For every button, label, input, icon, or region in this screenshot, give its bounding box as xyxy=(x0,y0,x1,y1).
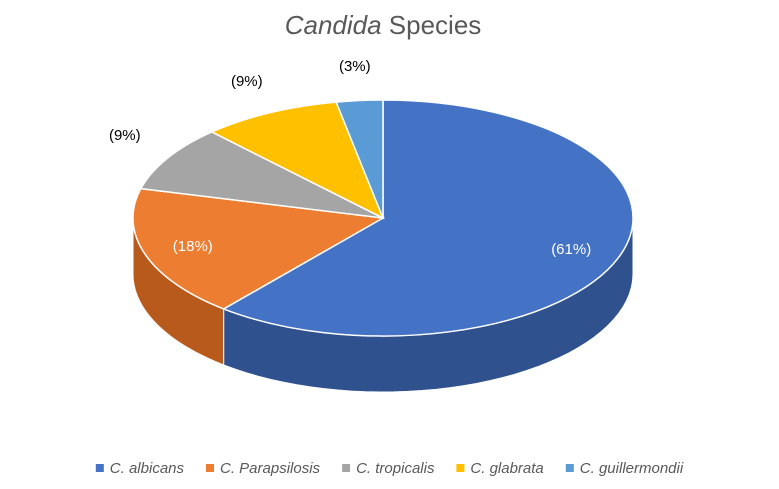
data-labels: (61%) (18%) (9%) (9%) (3%) xyxy=(109,58,591,258)
slice-c-tropicalis xyxy=(139,131,384,219)
legend-label: C. tropicalis xyxy=(356,460,435,477)
legend-item-c-tropicalis: C. tropicalis xyxy=(342,460,435,477)
data-label-c-tropicalis: (9%) xyxy=(109,127,141,144)
data-label-c-glabrata: (9%) xyxy=(231,73,263,90)
data-label-c-albicans: (61%) xyxy=(551,241,591,258)
legend-item-c-parapsilosis: C. Parapsilosis xyxy=(206,460,321,477)
legend-swatch xyxy=(95,464,104,472)
chart-title: Candida Species xyxy=(285,10,482,40)
legend-label: C. Parapsilosis xyxy=(220,460,321,477)
legend-item-c-guillermondii: C. guillermondii xyxy=(565,460,684,477)
legend-swatch xyxy=(565,464,574,472)
data-label-c-parapsilosis: (18%) xyxy=(173,238,213,255)
data-label-c-guillermondii: (3%) xyxy=(339,58,371,75)
slice-c-glabrata xyxy=(210,101,385,220)
legend: C. albicans C. Parapsilosis C. tropicalis C… xyxy=(95,460,684,477)
pie-slices xyxy=(132,99,634,337)
legend-label: C. guillermondii xyxy=(580,460,684,477)
chart-title-rest: Species xyxy=(382,10,482,40)
slice-c-parapsilosis xyxy=(132,187,386,310)
slice-c-albicans xyxy=(221,99,634,337)
chart-title-italic: Candida xyxy=(285,10,382,40)
legend-item-c-glabrata: C. glabrata xyxy=(456,460,544,477)
legend-label: C. albicans xyxy=(110,460,185,477)
legend-swatch xyxy=(206,464,214,472)
legend-item-c-albicans: C. albicans xyxy=(95,460,185,477)
slice-c-guillermondii xyxy=(335,99,384,219)
legend-label: C. glabrata xyxy=(470,460,543,477)
legend-swatch xyxy=(456,464,465,472)
legend-swatch xyxy=(342,464,351,472)
